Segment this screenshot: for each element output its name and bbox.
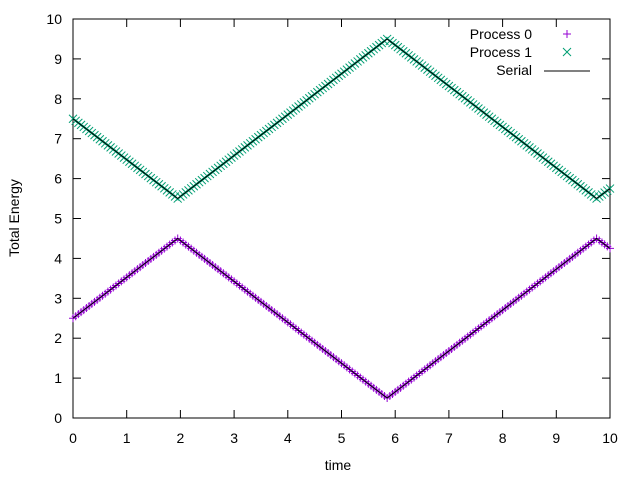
series-serial: [72, 38, 611, 399]
y-tick-label: 7: [54, 131, 62, 147]
x-tick-label: 6: [391, 430, 399, 446]
axis-ticks: [72, 18, 611, 419]
legend-label-serial: Serial: [496, 62, 532, 78]
legend-marker-process-0: [563, 30, 571, 38]
x-tick-label: 10: [602, 430, 618, 446]
data-layer: [68, 34, 615, 403]
legend-label-process-0: Process 0: [470, 26, 532, 42]
x-tick-label: 4: [284, 430, 292, 446]
x-tick-label: 8: [499, 430, 507, 446]
x-tick-label: 2: [177, 430, 185, 446]
x-tick-label: 1: [123, 430, 131, 446]
y-tick-label: 6: [54, 171, 62, 187]
legend-marker-process-1: [562, 47, 572, 57]
y-tick-label: 8: [54, 91, 62, 107]
y-tick-label: 5: [54, 211, 62, 227]
axis-tick-labels: 0 1 2 3 4 5 6 7 8 9 10 0 1 2 3 4 5 6 7 8 9 10: [46, 11, 618, 446]
y-axis-label: Total Energy: [6, 179, 22, 257]
y-tick-label: 10: [46, 11, 62, 27]
y-tick-label: 9: [54, 51, 62, 67]
serial-line: [72, 237, 611, 399]
x-tick-label: 5: [338, 430, 346, 446]
x-tick-label: 3: [230, 430, 238, 446]
y-tick-label: 1: [54, 370, 62, 386]
legend-label-process-1: Process 1: [470, 44, 532, 60]
x-axis-label: time: [325, 457, 352, 473]
y-tick-label: 0: [54, 410, 62, 426]
x-tick-label: 7: [445, 430, 453, 446]
y-tick-label: 3: [54, 290, 62, 306]
y-tick-label: 4: [54, 250, 62, 266]
x-tick-label: 9: [552, 430, 560, 446]
x-tick-label: 0: [69, 430, 77, 446]
y-tick-label: 2: [54, 330, 62, 346]
serial-line: [72, 38, 611, 200]
legend: Process 0 Process 1 Serial: [470, 26, 590, 78]
